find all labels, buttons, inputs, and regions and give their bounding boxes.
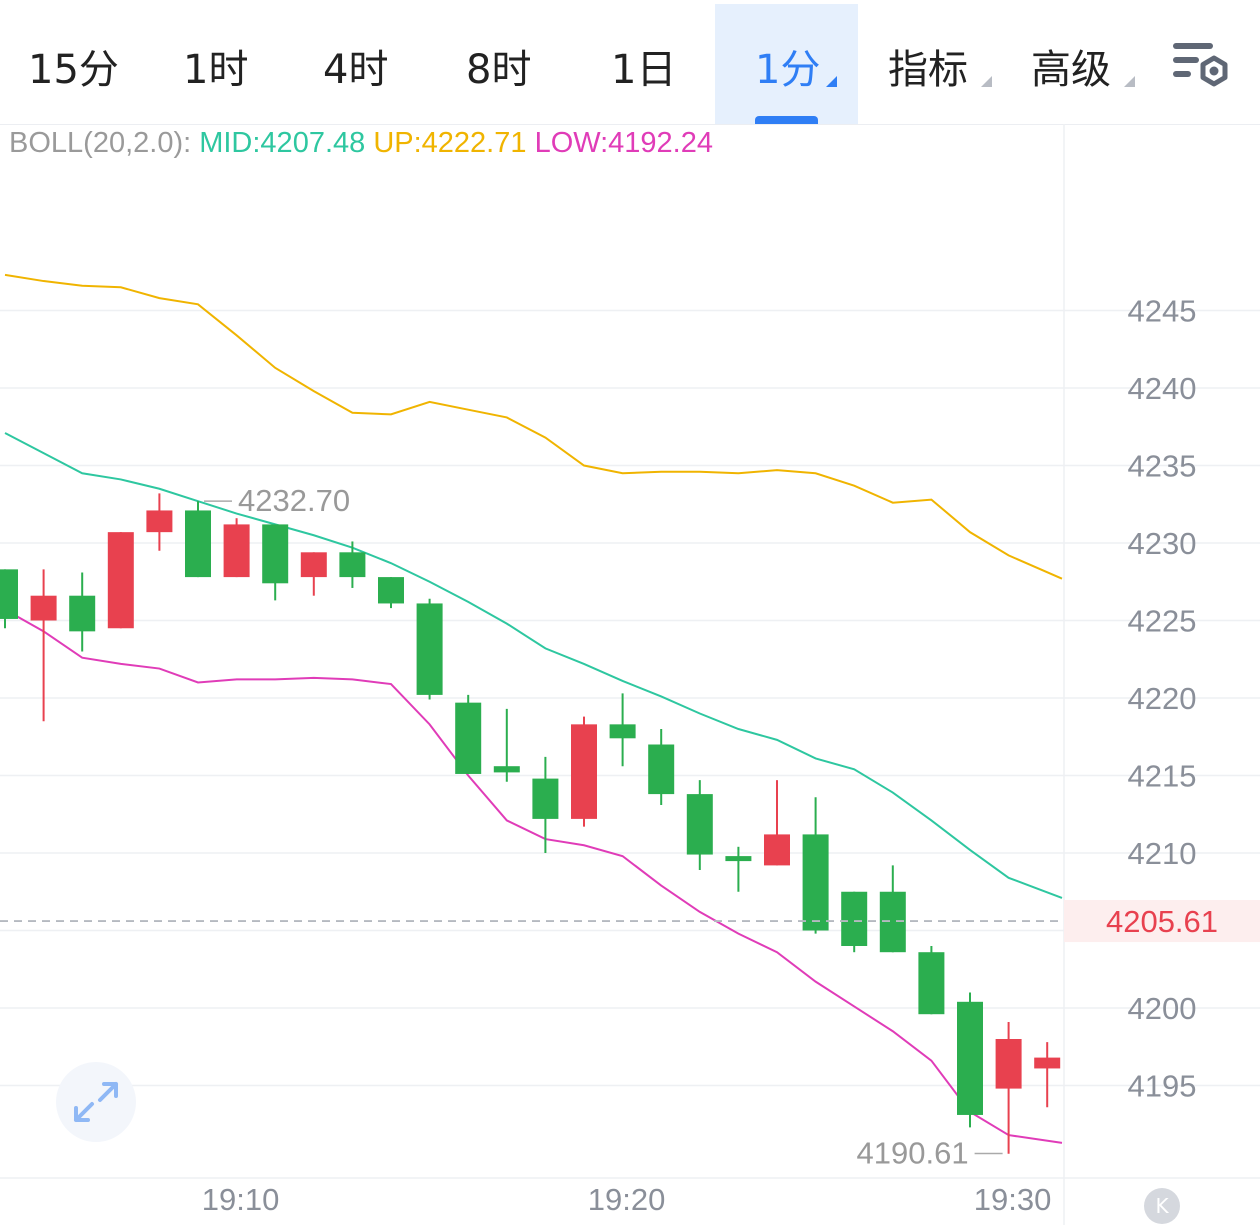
tab-1min-dropdown-icon [826,76,837,87]
advanced-menu[interactable]: 高级 [1031,47,1111,93]
bearish-candle [455,694,482,774]
candle-body [995,1039,1022,1089]
bearish-candle [609,693,636,767]
legend-mid: MID:4207.48 [199,127,366,159]
bearish-candle [725,846,752,892]
boll-legend: BOLL(20,2.0): MID:4207.48 UP:4222.71 LOW… [9,127,713,160]
candle-body [879,891,906,953]
y-tick-label: 4245 [1128,294,1197,329]
candlestick-chart[interactable]: 4195420042054210421542204225423042354240… [0,124,1260,1225]
candle-body [107,532,134,629]
y-tick-label: 4240 [1128,371,1197,406]
candle-body [764,834,790,866]
k-line-button[interactable]: K [1144,1188,1180,1224]
candle-body [609,724,636,739]
tab-8hour[interactable]: 8时 [466,47,532,93]
candle-body [957,1001,983,1115]
bullish-candle [764,780,790,866]
period-toolbar: 15分 1时 4时 8时 1日 1分 指标 高级 [0,0,1260,125]
candle-body [223,524,250,578]
candle-body [918,952,945,1015]
current-price-label: 4205.61 [1106,904,1218,939]
expand-arrows-icon[interactable] [56,1062,136,1142]
bearish-candle [69,572,96,652]
candle-body [378,577,404,604]
candle-body [455,702,482,774]
bearish-candle [185,501,211,578]
tab-1min[interactable]: 1分 [755,47,821,93]
candle-body [802,834,829,931]
x-tick-label: 19:20 [588,1182,666,1217]
bearish-candle [493,708,520,782]
candle-body [300,552,327,578]
boll-mid-line [4,432,1063,899]
candle-body [185,510,211,578]
candle-body [0,569,18,619]
bullish-candle [995,1021,1022,1154]
bearish-candle [841,891,868,953]
y-tick-label: 4225 [1128,604,1197,639]
candle-body [339,552,366,578]
bullish-candle [146,493,173,551]
tab-15min[interactable]: 15分 [28,47,119,93]
bearish-candle [686,780,713,871]
bearish-candle [339,541,366,588]
bearish-candle [416,598,443,700]
boll-up-line [4,273,1063,580]
candle-body [841,891,868,946]
boll-low-line [4,608,1063,1144]
tab-1day[interactable]: 1日 [611,47,677,93]
candle-body [262,524,289,584]
bearish-candle [262,524,289,601]
advanced-dropdown-icon [1124,76,1135,87]
bearish-candle [918,946,945,1015]
active-tab-highlight [715,4,858,124]
y-tick-label: 4220 [1128,681,1197,716]
candle-body [30,595,57,621]
candle-body [146,510,173,533]
y-tick-label: 4200 [1128,991,1197,1026]
candle-body [1034,1057,1061,1069]
bullish-candle [1034,1042,1061,1108]
y-tick-label: 4235 [1128,449,1197,484]
x-tick-label: 19:30 [974,1182,1052,1217]
candle-body [69,595,96,632]
legend-low: LOW:4192.24 [534,127,713,159]
candle-body [686,794,713,855]
y-tick-label: 4195 [1128,1069,1197,1104]
x-tick-label: 19:10 [202,1182,280,1217]
bullish-candle [300,552,327,596]
candle-body [493,766,520,773]
indicator-dropdown-icon [981,76,992,87]
indicator-menu[interactable]: 指标 [888,47,968,93]
current-price-tag [1064,900,1260,943]
candle-body [571,724,597,819]
bearish-candle [532,756,559,853]
bullish-candle [571,716,597,827]
chart-settings-icon[interactable] [1170,40,1232,92]
y-tick-label: 4210 [1128,836,1197,871]
bullish-candle [223,518,250,578]
y-tick-label: 4230 [1128,526,1197,561]
low-marker-label: 4190.61 [857,1136,969,1171]
bearish-candle [0,569,18,629]
bullish-candle [30,569,57,722]
bearish-candle [879,865,906,953]
candle-body [648,744,675,795]
tab-4hour[interactable]: 4时 [323,47,389,93]
legend-up: UP:4222.71 [373,127,527,159]
high-marker-label: 4232.70 [238,483,350,518]
bearish-candle [648,729,675,805]
bearish-candle [957,992,983,1128]
candle-body [532,778,559,819]
tab-1hour[interactable]: 1时 [183,47,249,93]
active-tab-indicator [755,116,818,124]
y-tick-label: 4215 [1128,759,1197,794]
bearish-candle [802,797,829,934]
legend-name: BOLL(20,2.0): [9,127,192,159]
candle-body [725,856,752,862]
bullish-candle [107,532,134,629]
bearish-candle [378,577,404,609]
candle-body [416,603,443,695]
